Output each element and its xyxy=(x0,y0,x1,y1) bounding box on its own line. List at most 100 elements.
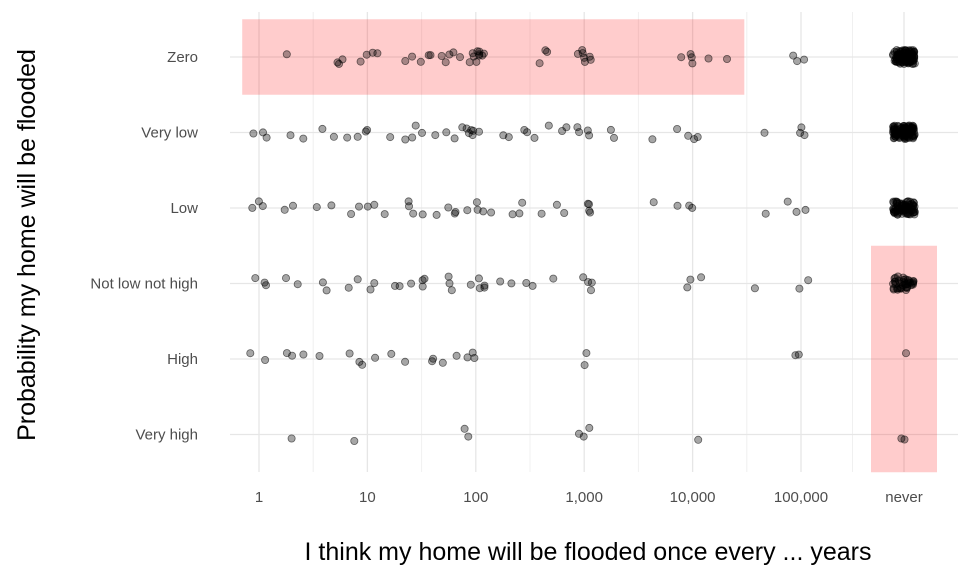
data-point xyxy=(610,133,619,142)
data-point xyxy=(908,56,917,65)
data-point xyxy=(515,209,524,218)
data-point xyxy=(281,274,290,283)
data-point xyxy=(431,131,440,140)
data-point xyxy=(537,209,546,218)
data-point xyxy=(585,131,594,140)
data-point xyxy=(355,357,364,366)
data-point xyxy=(804,276,813,285)
data-point xyxy=(299,134,308,143)
data-point xyxy=(420,274,429,283)
data-point xyxy=(750,284,759,293)
data-point xyxy=(688,59,697,68)
data-point xyxy=(363,126,372,135)
data-point xyxy=(487,208,496,217)
highlight-regions xyxy=(242,19,937,473)
data-point xyxy=(451,207,460,216)
data-point xyxy=(898,209,907,218)
y-tick-label: Not low not high xyxy=(90,276,198,293)
data-point xyxy=(362,50,371,59)
x-tick-label: never xyxy=(885,489,923,506)
data-point xyxy=(408,52,417,61)
data-point xyxy=(579,273,588,282)
data-point xyxy=(530,133,539,142)
data-point xyxy=(315,351,324,360)
data-point xyxy=(480,281,489,290)
data-point xyxy=(345,349,354,358)
data-point xyxy=(580,361,589,370)
data-point xyxy=(429,354,438,363)
data-point xyxy=(585,423,594,432)
data-point xyxy=(322,286,331,295)
x-tick-label: 10 xyxy=(359,489,376,506)
data-point xyxy=(910,47,919,56)
data-point xyxy=(783,197,792,206)
data-point xyxy=(280,205,289,214)
data-point xyxy=(889,204,898,213)
data-point xyxy=(898,278,907,287)
data-point xyxy=(411,121,420,130)
data-point xyxy=(464,432,473,441)
x-tick-label: 100,000 xyxy=(774,489,828,506)
data-point xyxy=(416,57,425,66)
data-point xyxy=(449,48,458,57)
data-point xyxy=(356,57,365,66)
data-point xyxy=(697,273,706,282)
y-tick-label: Very high xyxy=(135,427,198,444)
data-point xyxy=(518,198,527,207)
data-point xyxy=(800,131,809,140)
data-point xyxy=(437,52,446,61)
data-points xyxy=(246,46,919,445)
data-point xyxy=(407,279,416,288)
y-axis-title: Probability my home will be flooded xyxy=(13,49,41,441)
data-point xyxy=(586,208,595,217)
data-point xyxy=(447,286,456,295)
data-point xyxy=(894,284,903,293)
data-point xyxy=(761,209,770,218)
data-point xyxy=(902,349,911,358)
data-point xyxy=(897,284,906,293)
data-point xyxy=(299,350,308,359)
data-point xyxy=(793,57,802,66)
data-point xyxy=(401,357,410,366)
data-point xyxy=(380,210,389,219)
data-point xyxy=(797,123,806,132)
data-point xyxy=(478,51,487,60)
data-point xyxy=(418,282,427,291)
data-point xyxy=(898,58,907,67)
data-point xyxy=(579,432,588,441)
data-point xyxy=(902,285,911,294)
data-point xyxy=(444,203,453,212)
y-tick-label: Low xyxy=(170,200,198,217)
data-point xyxy=(587,278,596,287)
data-point xyxy=(354,202,363,211)
grid-lines xyxy=(230,12,958,472)
data-point xyxy=(460,424,469,433)
data-point xyxy=(282,50,291,59)
data-point xyxy=(575,429,584,438)
data-point xyxy=(900,435,909,444)
data-point xyxy=(892,127,901,136)
data-point xyxy=(329,132,338,141)
data-point xyxy=(343,133,352,142)
x-tick-label: 1 xyxy=(255,489,263,506)
data-point xyxy=(424,51,433,60)
data-point xyxy=(789,51,798,60)
data-point xyxy=(791,351,800,360)
data-point xyxy=(704,54,713,63)
data-point xyxy=(543,47,552,56)
data-point xyxy=(523,128,532,137)
data-point xyxy=(333,58,342,67)
data-point xyxy=(464,129,473,138)
data-point xyxy=(444,272,453,281)
data-point xyxy=(801,205,810,214)
data-point xyxy=(890,121,899,130)
data-point xyxy=(575,128,584,137)
data-point xyxy=(475,284,484,293)
data-point xyxy=(903,197,912,206)
data-point xyxy=(373,49,382,58)
data-point xyxy=(288,351,297,360)
data-point xyxy=(438,358,447,367)
data-point xyxy=(474,274,483,283)
data-point xyxy=(450,134,459,143)
data-point xyxy=(387,349,396,358)
